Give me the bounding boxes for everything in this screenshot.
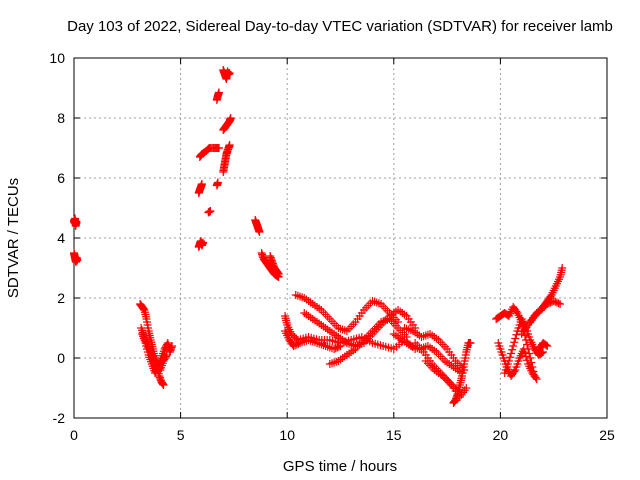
data-point [542,341,551,350]
y-tick-label: 6 [57,170,65,186]
data-point [539,348,548,356]
data-point [72,219,81,227]
data-point [73,256,82,265]
data-point [507,349,516,358]
x-tick-label: 15 [386,427,402,443]
data-point [466,339,475,347]
data-point [206,207,215,215]
data-point [198,238,207,247]
y-axis-label: SDTVAR / TECUs [5,178,22,298]
data-point [510,367,519,376]
y-tick-label: 0 [57,350,65,366]
data-point [511,334,520,343]
data-point [334,342,343,351]
data-point [462,384,471,392]
data-point [509,342,518,350]
data-point [168,342,177,350]
data-point [556,300,565,308]
x-tick-label: 5 [177,427,185,443]
y-tick-label: -2 [53,410,66,426]
data-point [523,356,532,365]
data-point [255,228,264,236]
data-point [532,375,541,383]
data-point [226,114,235,122]
data-point [294,339,303,348]
x-tick-label: 0 [70,427,78,443]
y-tick-label: 10 [49,50,65,66]
data-point [508,345,517,354]
data-point [510,338,519,347]
y-tick-label: 4 [57,230,65,246]
axis-ticks [73,57,608,419]
data-point [336,342,345,350]
chart-title: Day 103 of 2022, Sidereal Day-to-day VTE… [67,18,613,35]
data-point [213,178,222,187]
data-point [504,357,513,365]
data-point [224,144,233,152]
data-point [554,299,563,308]
data-point [519,345,528,353]
x-tick-label: 25 [599,427,615,443]
data-point [159,381,168,389]
data-points [70,66,567,407]
data-point [214,144,223,152]
data-point [274,270,283,278]
y-tick-label: 2 [57,290,65,306]
x-tick-label: 20 [493,427,509,443]
data-point [214,88,223,97]
data-point [161,352,170,361]
x-tick-label: 10 [279,427,295,443]
data-point [225,69,234,77]
data-point [162,351,171,359]
data-point [521,352,530,361]
data-point [558,264,567,272]
x-axis-label: GPS time / hours [283,458,397,475]
y-tick-label: 8 [57,110,65,126]
data-point [505,353,514,362]
data-point [543,342,552,350]
data-point [197,180,206,188]
data-point [531,373,540,382]
data-point [512,330,521,339]
data-point [520,348,529,357]
